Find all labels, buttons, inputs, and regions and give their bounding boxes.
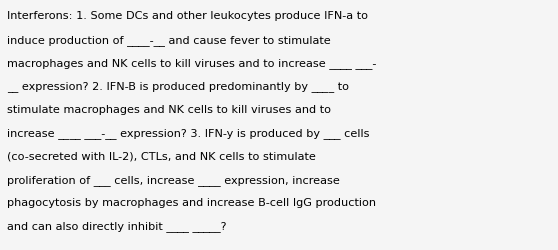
Text: stimulate macrophages and NK cells to kill viruses and to: stimulate macrophages and NK cells to ki… (7, 104, 331, 114)
Text: induce production of ____-__ and cause fever to stimulate: induce production of ____-__ and cause f… (7, 34, 330, 45)
Text: macrophages and NK cells to kill viruses and to increase ____ ___-: macrophages and NK cells to kill viruses… (7, 58, 376, 68)
Text: increase ____ ___-__ expression? 3. IFN-y is produced by ___ cells: increase ____ ___-__ expression? 3. IFN-… (7, 128, 369, 138)
Text: proliferation of ___ cells, increase ____ expression, increase: proliferation of ___ cells, increase ___… (7, 174, 340, 185)
Text: phagocytosis by macrophages and increase B-cell IgG production: phagocytosis by macrophages and increase… (7, 197, 376, 207)
Text: __ expression? 2. IFN-B is produced predominantly by ____ to: __ expression? 2. IFN-B is produced pred… (7, 81, 349, 92)
Text: (co-secreted with IL-2), CTLs, and NK cells to stimulate: (co-secreted with IL-2), CTLs, and NK ce… (7, 151, 316, 161)
Text: Interferons: 1. Some DCs and other leukocytes produce IFN-a to: Interferons: 1. Some DCs and other leuko… (7, 11, 368, 21)
Text: and can also directly inhibit ____ _____?: and can also directly inhibit ____ _____… (7, 220, 226, 231)
